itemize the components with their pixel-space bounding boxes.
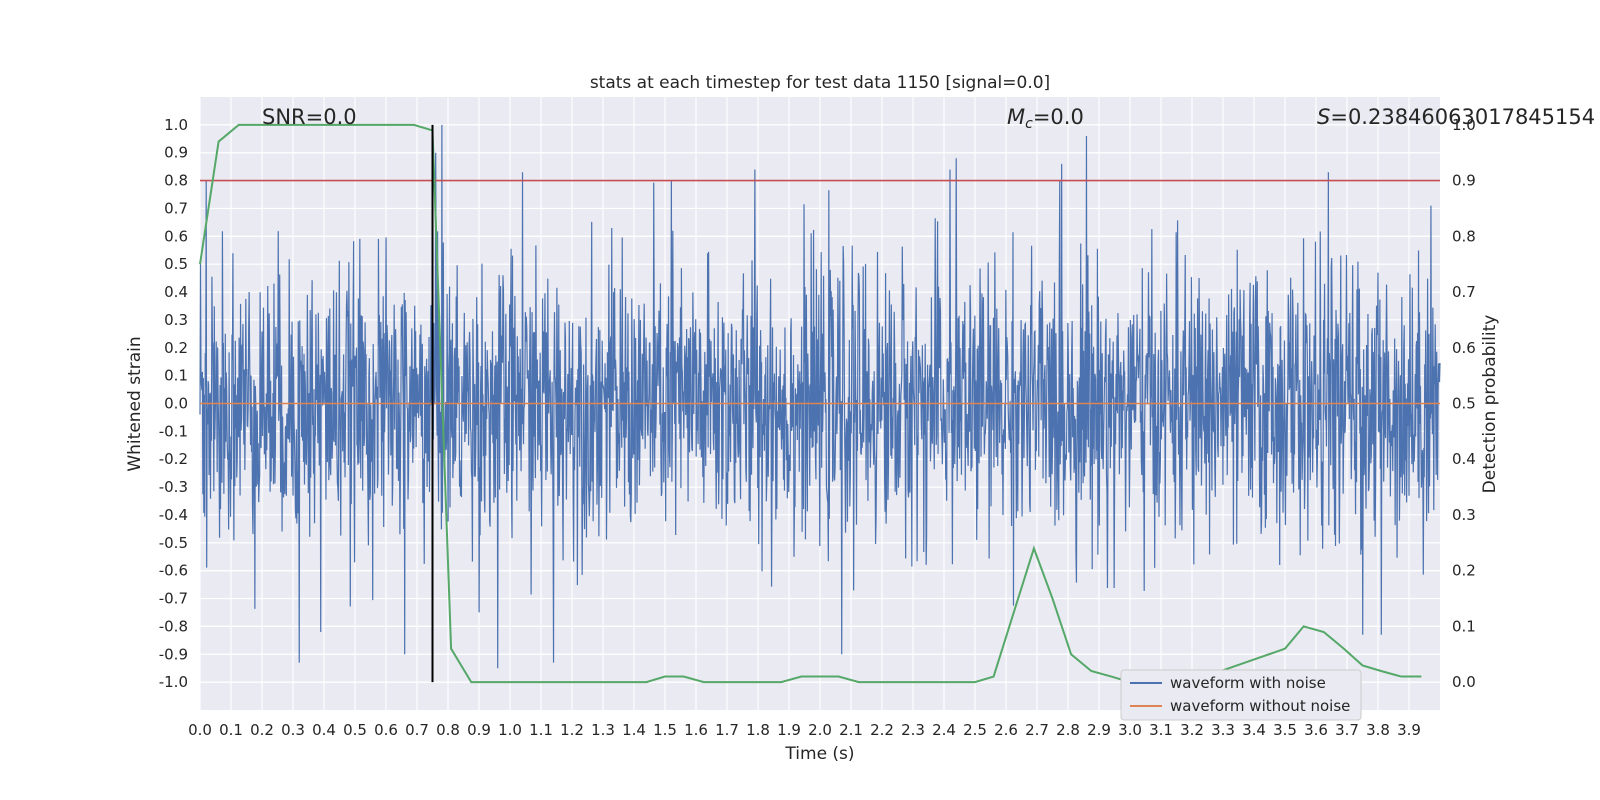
x-tick-label: 2.1 [839,721,863,739]
y-tick-label: -0.3 [159,478,188,496]
x-tick-label: 1.5 [653,721,677,739]
x-tick-label: 0.2 [250,721,274,739]
x-tick-label: 1.6 [684,721,708,739]
x-tick-label: 3.2 [1180,721,1204,739]
y2-tick-label: 1.0 [1452,116,1476,134]
y-tick-label: -0.7 [159,590,188,608]
mc-value: =0.0 [1033,105,1084,129]
y-tick-label: -1.0 [159,673,188,691]
x-tick-label: 1.8 [746,721,770,739]
x-tick-label: 2.0 [808,721,832,739]
y-tick-label: 0.0 [164,395,188,413]
y-tick-label: -0.2 [159,450,188,468]
y-tick-label: -0.1 [159,422,188,440]
y2-tick-label: 0.8 [1452,227,1476,245]
s-symbol: S [1317,105,1330,129]
x-tick-label: 1.0 [498,721,522,739]
x-tick-label: 3.4 [1242,721,1266,739]
s-value: =0.23846063017845154 [1330,105,1595,129]
x-tick-label: 2.2 [870,721,894,739]
x-tick-label: 3.8 [1366,721,1390,739]
x-tick-label: 1.3 [591,721,615,739]
x-tick-label: 0.1 [219,721,243,739]
x-tick-label: 3.3 [1211,721,1235,739]
x-tick-label: 2.8 [1056,721,1080,739]
y-tick-label: 0.5 [164,255,188,273]
x-tick-label: 3.9 [1397,721,1421,739]
x-tick-label: 2.3 [901,721,925,739]
legend-label-waveform-without-noise: waveform without noise [1170,697,1350,715]
y-tick-label: 0.4 [164,283,188,301]
y-tick-label: -0.4 [159,506,188,524]
y2-tick-label: 0.6 [1452,339,1476,357]
detection-probability-line [199,123,1422,684]
x-tick-label: 2.4 [932,721,956,739]
y-tick-label: 0.7 [164,199,188,217]
x-tick-label: 2.7 [1025,721,1049,739]
x-tick-label: 0.0 [188,721,212,739]
y-tick-labels: 1.0 0.9 0.8 0.7 0.6 0.5 0.4 0.3 0.2 0.1 0.0 -0.1 -0.… [159,116,188,691]
y2-tick-label: 0.3 [1452,506,1476,524]
x-tick-label: 1.2 [560,721,584,739]
y-tick-label: 1.0 [164,116,188,134]
y2-tick-label: 0.9 [1452,172,1476,190]
legend-label-waveform-with-noise: waveform with noise [1170,674,1326,692]
x-tick-label: 2.6 [994,721,1018,739]
x-tick-label: 2.9 [1087,721,1111,739]
mc-annotation: Mc=0.0 [1007,105,1084,132]
y-tick-label: 0.3 [164,311,188,329]
x-tick-label: 1.4 [622,721,646,739]
mc-symbol: M [1007,105,1025,129]
x-tick-label: 3.1 [1149,721,1173,739]
x-tick-label: 3.5 [1273,721,1297,739]
x-tick-label: 3.0 [1118,721,1142,739]
y-tick-label: -0.8 [159,617,188,635]
y2-axis-label: Detection probability [1480,315,1500,494]
y2-tick-label: 0.5 [1452,395,1476,413]
x-tick-label: 0.3 [281,721,305,739]
y2-tick-labels: 1.0 0.9 0.8 0.7 0.6 0.5 0.4 0.3 0.2 0.1 0.0 [1452,116,1476,691]
y-tick-label: 0.6 [164,227,188,245]
noise-waveform-line [199,124,1441,669]
y2-tick-label: 0.4 [1452,450,1476,468]
mc-subscript: c [1025,116,1033,132]
x-tick-label: 0.4 [312,721,336,739]
snr-annotation: SNR=0.0 [262,105,357,129]
y-tick-label: -0.5 [159,534,188,552]
y-tick-label: 0.2 [164,339,188,357]
y-tick-label: -0.6 [159,562,188,580]
x-tick-label: 2.5 [963,721,987,739]
x-tick-label: 0.6 [374,721,398,739]
x-tick-label: 3.7 [1335,721,1359,739]
series-waveform-with-noise [199,124,1441,669]
x-tick-label: 0.9 [467,721,491,739]
legend: waveform with noise waveform without noi… [1120,669,1362,721]
chart-title: stats at each timestep for test data 115… [590,73,1050,93]
x-tick-labels: 0.0 0.1 0.2 0.3 0.4 0.5 0.6 0.7 0.8 0.9 1.0 1.1 1.2 1… [188,721,1421,739]
s-annotation: S=0.23846063017845154 [1317,105,1595,129]
y2-tick-label: 0.0 [1452,673,1476,691]
y2-tick-label: 0.2 [1452,562,1476,580]
x-tick-label: 0.5 [343,721,367,739]
legend-box [1120,669,1362,721]
x-tick-label: 3.6 [1304,721,1328,739]
x-tick-label: 0.7 [405,721,429,739]
y-axis-label: Whitened strain [125,336,145,471]
y-tick-label: 0.9 [164,144,188,162]
y-tick-label: 0.8 [164,172,188,190]
y2-tick-label: 0.7 [1452,283,1476,301]
y-tick-label: -0.9 [159,645,188,663]
y2-tick-label: 0.1 [1452,617,1476,635]
x-tick-label: 0.8 [436,721,460,739]
x-tick-label: 1.9 [777,721,801,739]
x-axis-label: Time (s) [784,744,854,764]
x-tick-label: 1.1 [529,721,553,739]
y-tick-label: 0.1 [164,367,188,385]
x-tick-label: 1.7 [715,721,739,739]
series-detection-probability [199,123,1422,684]
